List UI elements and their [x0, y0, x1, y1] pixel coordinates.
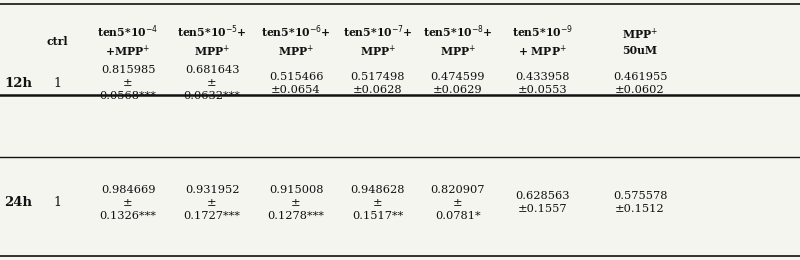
Text: ten5*10$^{-9}$
+ MPP$^{+}$: ten5*10$^{-9}$ + MPP$^{+}$	[512, 24, 573, 59]
Text: ten5*10$^{-8}$+
MPP$^{+}$: ten5*10$^{-8}$+ MPP$^{+}$	[422, 24, 493, 59]
Text: MPP$^{+}$
50uM: MPP$^{+}$ 50uM	[622, 27, 658, 56]
Text: 24h: 24h	[4, 196, 32, 209]
Text: 0.433958
±0.0553: 0.433958 ±0.0553	[515, 72, 570, 95]
Text: 0.820907
±
0.0781*: 0.820907 ± 0.0781*	[430, 185, 485, 220]
Text: 0.815985
±
0.0568***: 0.815985 ± 0.0568***	[99, 66, 157, 101]
Text: 12h: 12h	[4, 77, 32, 90]
Text: 0.517498
±0.0628: 0.517498 ±0.0628	[350, 72, 405, 95]
Text: ten5*10$^{-4}$
+MPP$^{+}$: ten5*10$^{-4}$ +MPP$^{+}$	[98, 24, 158, 59]
Text: 1: 1	[54, 77, 62, 90]
Text: ten5*10$^{-5}$+
MPP$^{+}$: ten5*10$^{-5}$+ MPP$^{+}$	[177, 24, 247, 59]
Text: 0.681643
±
0.0632***: 0.681643 ± 0.0632***	[183, 66, 241, 101]
Text: 0.915008
±
0.1278***: 0.915008 ± 0.1278***	[267, 185, 325, 220]
Text: ctrl: ctrl	[46, 36, 69, 47]
Text: ten5*10$^{-6}$+
MPP$^{+}$: ten5*10$^{-6}$+ MPP$^{+}$	[261, 24, 331, 59]
Text: 0.461955
±0.0602: 0.461955 ±0.0602	[613, 72, 667, 95]
Text: 0.575578
±0.1512: 0.575578 ±0.1512	[613, 191, 667, 214]
Text: 0.515466
±0.0654: 0.515466 ±0.0654	[269, 72, 323, 95]
Text: ten5*10$^{-7}$+
MPP$^{+}$: ten5*10$^{-7}$+ MPP$^{+}$	[342, 24, 413, 59]
Text: 0.984669
±
0.1326***: 0.984669 ± 0.1326***	[99, 185, 157, 220]
Text: 0.931952
±
0.1727***: 0.931952 ± 0.1727***	[183, 185, 241, 220]
Text: 0.628563
±0.1557: 0.628563 ±0.1557	[515, 191, 570, 214]
Text: 1: 1	[54, 196, 62, 209]
Text: 0.474599
±0.0629: 0.474599 ±0.0629	[430, 72, 485, 95]
Text: 0.948628
±
0.1517**: 0.948628 ± 0.1517**	[350, 185, 405, 220]
